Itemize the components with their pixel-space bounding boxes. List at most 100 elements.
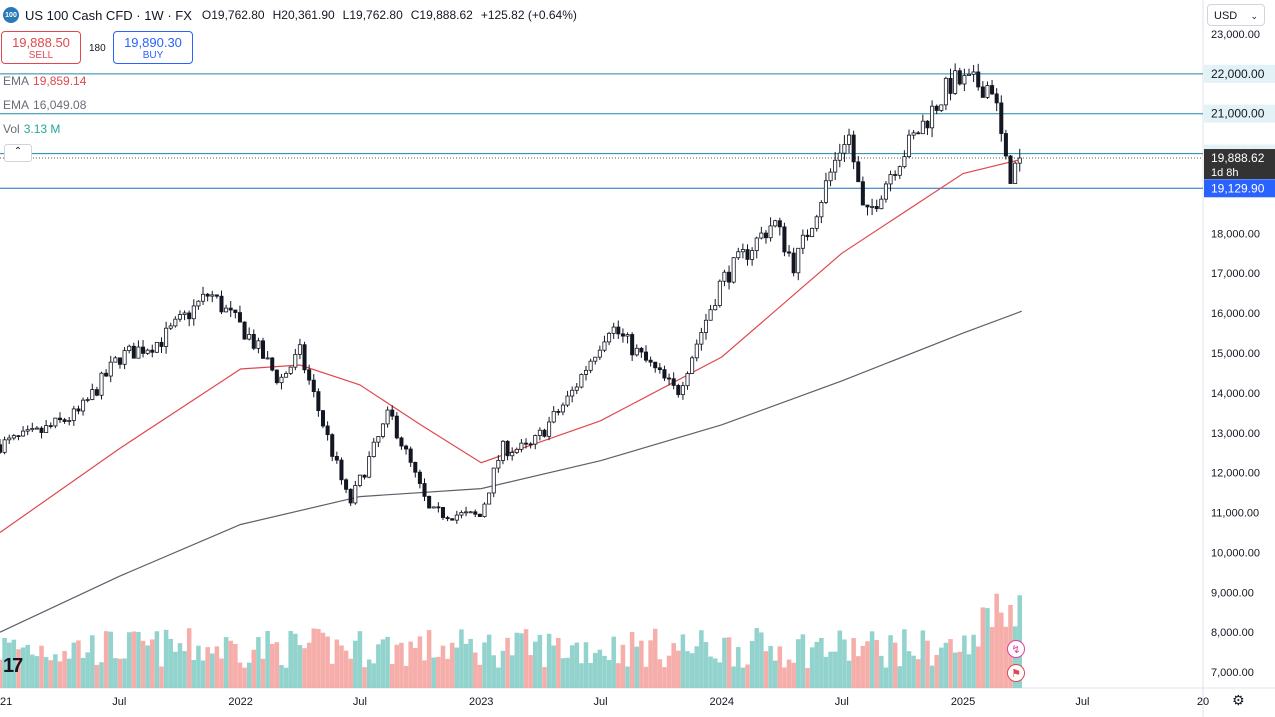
candle-body [404,445,409,450]
volume-bar [99,662,104,688]
volume-bar [214,646,220,688]
candle-body [994,93,999,104]
volume-bar [325,636,330,688]
us-flag-icon[interactable]: ⚑ [1007,664,1025,682]
current-price-label: 19,888.62 [1211,151,1265,165]
volume-bar [745,664,750,688]
volume-bar [389,663,395,688]
candle-body [500,440,505,461]
candle-body [62,419,67,422]
candle-body [242,321,247,340]
volume-bar [999,612,1004,688]
volume-bar [288,631,293,688]
candle-body [648,359,653,363]
volume-bar [869,631,875,688]
candle-body [920,120,925,135]
candle-body [930,105,935,129]
candle-body [653,361,658,369]
candle-body [127,345,132,352]
candle-body [948,77,953,94]
volume-bar [722,637,727,688]
candle-body [560,404,565,413]
candle-body [754,237,759,251]
candle-body [362,474,367,478]
volume-bar [339,645,344,688]
volume-bar [569,645,575,688]
candle-body [320,410,326,427]
volume-bar [934,654,939,688]
volume-bar [482,642,487,688]
candle-body [21,430,26,437]
candle-body [177,314,182,320]
candle-body [436,506,441,509]
candle-body [413,461,418,473]
gear-icon[interactable]: ⚙ [1232,692,1245,708]
currency-select[interactable]: USD ⌄ [1207,4,1265,26]
volume-bar [666,655,672,688]
candle-body [7,437,12,441]
sell-label: SELL [28,50,54,61]
candle-body [860,181,865,206]
candle-body [810,227,815,238]
sell-button[interactable]: 19,888.50 SELL [1,31,81,64]
volume-bar [546,633,552,688]
symbol-title[interactable]: US 100 Cash CFD · 1W · FX [25,7,192,23]
indicator-volume[interactable]: Vol 3.13 M [3,122,61,136]
candle-body [819,202,824,218]
symbol-badge[interactable]: 100 [3,7,19,23]
candle-body [330,434,335,457]
candle-body [671,378,676,386]
candle-body [611,326,616,334]
volume-bar [865,641,870,688]
candle-body [141,346,146,354]
ema-fast-line [0,158,1022,533]
candle-body [639,347,644,353]
volume-bar [657,659,663,688]
volume-bar [929,665,935,688]
candle-body [514,448,519,453]
candle-body [533,435,538,445]
candle-body [339,459,344,481]
indicator-ema-slow[interactable]: EMA 16,049.08 [3,98,87,112]
volume-bar [371,663,377,688]
candle-body [145,349,150,354]
candle-body [293,353,298,368]
candle-body [703,319,708,333]
candle-body [390,409,395,417]
candle-body [505,440,510,457]
volume-bar [39,645,44,688]
candle-body [104,372,109,377]
volume-bar [939,647,944,688]
volume-bar [892,642,898,688]
buy-button[interactable]: 19,890.30 BUY [113,31,193,64]
tradingview-logo[interactable]: 17 [3,655,23,677]
candle-body [602,341,607,351]
volume-bar [2,637,7,688]
volume-bar [592,652,598,688]
volume-bar [777,646,783,688]
candle-body [67,420,72,422]
volume-bar [422,660,427,688]
candle-body [34,427,39,430]
volume-bar [136,631,141,688]
candle-body [297,344,302,355]
candle-body [205,293,210,297]
volume-bar [902,629,907,688]
candle-body [745,249,750,260]
volume-bar [196,645,201,688]
volume-bar [496,667,501,688]
lightning-icon[interactable]: ↯ [1007,640,1025,658]
volume-bar [182,651,187,688]
collapse-legend-button[interactable]: ⌃ [4,144,32,162]
volume-bar [260,658,266,688]
ohlc-values: O19,762.80 H20,361.90 L19,762.80 C19,888… [202,8,577,22]
volume-bar [6,642,12,688]
indicator-ema-fast[interactable]: EMA 19,859.14 [3,74,87,88]
candle-body [717,280,722,306]
candle-body [85,399,90,401]
candle-body [694,343,699,359]
volume-bar [431,657,437,688]
candle-body [680,385,685,396]
candle-body [874,206,879,210]
